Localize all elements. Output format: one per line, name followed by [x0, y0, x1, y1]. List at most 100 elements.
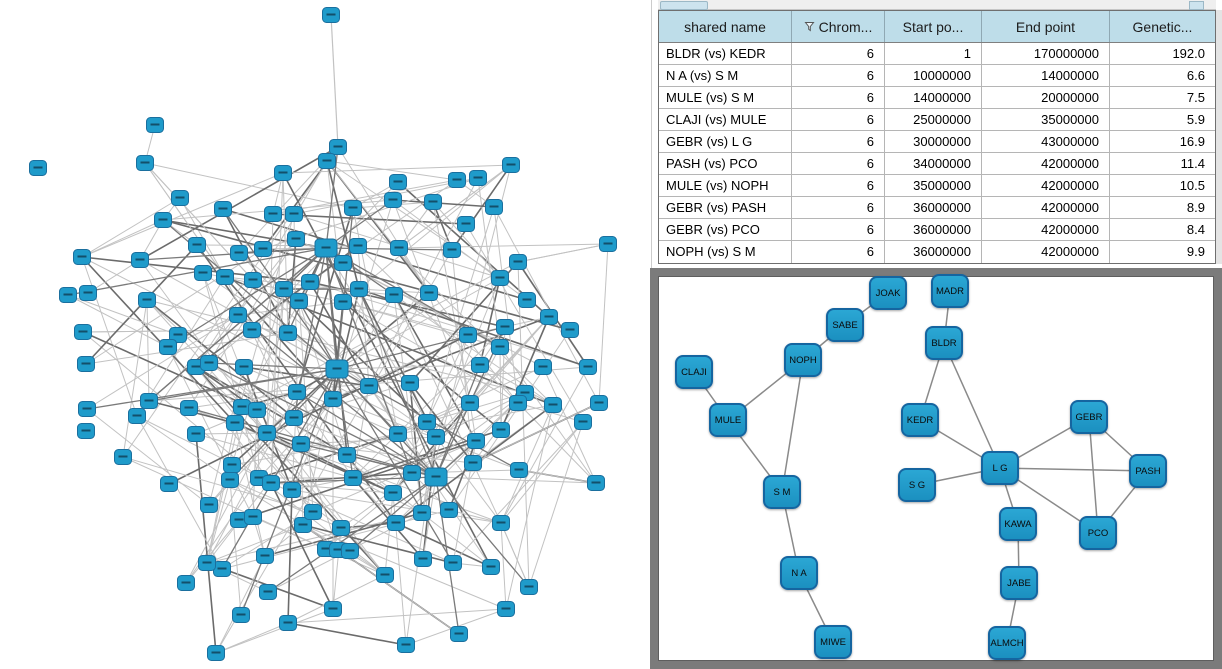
table-row[interactable]: CLAJI (vs) MULE 6 25000000 35000000 5.9: [659, 109, 1215, 131]
graph-node-bldr[interactable]: BLDR: [925, 326, 963, 360]
table-cell[interactable]: 6: [792, 131, 885, 153]
overview-node[interactable]: [509, 254, 527, 270]
table-cell[interactable]: 6: [792, 241, 885, 263]
table-cell[interactable]: 5.9: [1110, 109, 1215, 131]
overview-node[interactable]: [349, 238, 367, 254]
overview-node[interactable]: [450, 626, 468, 642]
overview-node[interactable]: [285, 206, 303, 222]
table-cell[interactable]: 42000000: [982, 241, 1110, 263]
overview-node[interactable]: [221, 472, 239, 488]
overview-node[interactable]: [599, 236, 617, 252]
table-cell[interactable]: 170000000: [982, 43, 1110, 65]
overview-node[interactable]: [74, 324, 92, 340]
overview-node[interactable]: [401, 375, 419, 391]
overview-node[interactable]: [390, 240, 408, 256]
table-cell[interactable]: 16.9: [1110, 131, 1215, 153]
table-cell[interactable]: 1: [885, 43, 982, 65]
overview-node[interactable]: [389, 174, 407, 190]
overview-node[interactable]: [590, 395, 608, 411]
table-tab-fragment[interactable]: [660, 1, 708, 10]
overview-node[interactable]: [235, 359, 253, 375]
table-cell[interactable]: 30000000: [885, 131, 982, 153]
table-row[interactable]: GEBR (vs) PASH 6 36000000 42000000 8.9: [659, 197, 1215, 219]
overview-node[interactable]: [314, 238, 338, 258]
graph-node-madr[interactable]: MADR: [931, 274, 969, 308]
table-row[interactable]: N A (vs) S M 6 10000000 14000000 6.6: [659, 65, 1215, 87]
graph-node-mule[interactable]: MULE: [709, 403, 747, 437]
table-cell[interactable]: 6: [792, 43, 885, 65]
overview-node[interactable]: [262, 475, 280, 491]
overview-node[interactable]: [230, 512, 248, 528]
graph-node-s-g[interactable]: S G: [898, 468, 936, 502]
overview-node[interactable]: [294, 517, 312, 533]
overview-node[interactable]: [420, 285, 438, 301]
table-cell[interactable]: 42000000: [982, 175, 1110, 197]
overview-node[interactable]: [264, 206, 282, 222]
overview-node[interactable]: [285, 410, 303, 426]
overview-node[interactable]: [510, 462, 528, 478]
overview-node[interactable]: [574, 414, 592, 430]
table-cell[interactable]: 6: [792, 153, 885, 175]
graph-node-pco[interactable]: PCO: [1079, 516, 1117, 550]
overview-node[interactable]: [59, 287, 77, 303]
overview-node[interactable]: [243, 322, 261, 338]
overview-node[interactable]: [329, 139, 347, 155]
overview-node[interactable]: [384, 485, 402, 501]
overview-node[interactable]: [229, 307, 247, 323]
overview-node[interactable]: [385, 287, 403, 303]
table-cell[interactable]: 9.9: [1186, 244, 1205, 259]
overview-node[interactable]: [207, 645, 225, 661]
scrollbar-track[interactable]: [1216, 10, 1222, 264]
overview-node[interactable]: [334, 294, 352, 310]
graph-edge[interactable]: [943, 342, 1001, 469]
graph-edge[interactable]: [781, 359, 804, 493]
overview-node[interactable]: [344, 200, 362, 216]
overview-node[interactable]: [301, 274, 319, 290]
overview-node[interactable]: [194, 265, 212, 281]
overview-node[interactable]: [198, 555, 216, 571]
overview-node[interactable]: [79, 285, 97, 301]
graph-node-gebr[interactable]: GEBR: [1070, 400, 1108, 434]
column-header-start-po[interactable]: Start po...: [885, 11, 982, 42]
overview-node[interactable]: [128, 408, 146, 424]
overview-node[interactable]: [440, 502, 458, 518]
table-corner-fragment[interactable]: [1189, 1, 1204, 10]
overview-network-canvas[interactable]: [0, 0, 650, 669]
overview-node[interactable]: [444, 555, 462, 571]
graph-node-noph[interactable]: NOPH: [784, 343, 822, 377]
overview-node[interactable]: [274, 165, 292, 181]
overview-node[interactable]: [160, 476, 178, 492]
graph-edge[interactable]: [999, 467, 1149, 472]
column-header-end-point[interactable]: End point: [982, 11, 1110, 42]
overview-node[interactable]: [424, 467, 448, 487]
table-cell[interactable]: 6: [792, 109, 885, 131]
overview-node[interactable]: [341, 543, 359, 559]
overview-node[interactable]: [214, 201, 232, 217]
overview-node[interactable]: [338, 447, 356, 463]
overview-node[interactable]: [78, 401, 96, 417]
overview-node[interactable]: [540, 309, 558, 325]
table-cell[interactable]: BLDR (vs) KEDR: [659, 43, 792, 65]
table-cell[interactable]: MULE (vs) NOPH: [659, 175, 792, 197]
overview-node[interactable]: [502, 157, 520, 173]
table-cell[interactable]: N A (vs) S M: [659, 65, 792, 87]
overview-node[interactable]: [587, 475, 605, 491]
overview-node[interactable]: [485, 199, 503, 215]
table-cell[interactable]: MULE (vs) S M: [659, 87, 792, 109]
table-cell[interactable]: PASH (vs) PCO: [659, 153, 792, 175]
overview-node[interactable]: [244, 509, 262, 525]
overview-node[interactable]: [140, 393, 158, 409]
overview-node[interactable]: [288, 384, 306, 400]
table-row[interactable]: PASH (vs) PCO 6 34000000 42000000 11.4: [659, 153, 1215, 175]
overview-node[interactable]: [332, 520, 350, 536]
table-cell[interactable]: 36000000: [885, 197, 982, 219]
overview-node[interactable]: [283, 482, 301, 498]
overview-node[interactable]: [223, 457, 241, 473]
overview-node[interactable]: [397, 637, 415, 653]
graph-node-pash[interactable]: PASH: [1129, 454, 1167, 488]
column-header-genetic[interactable]: Genetic...: [1110, 11, 1215, 42]
overview-node[interactable]: [534, 359, 552, 375]
table-cell[interactable]: 8.9: [1110, 197, 1215, 219]
overview-node[interactable]: [469, 170, 487, 186]
table-cell[interactable]: 8.4: [1110, 219, 1215, 241]
